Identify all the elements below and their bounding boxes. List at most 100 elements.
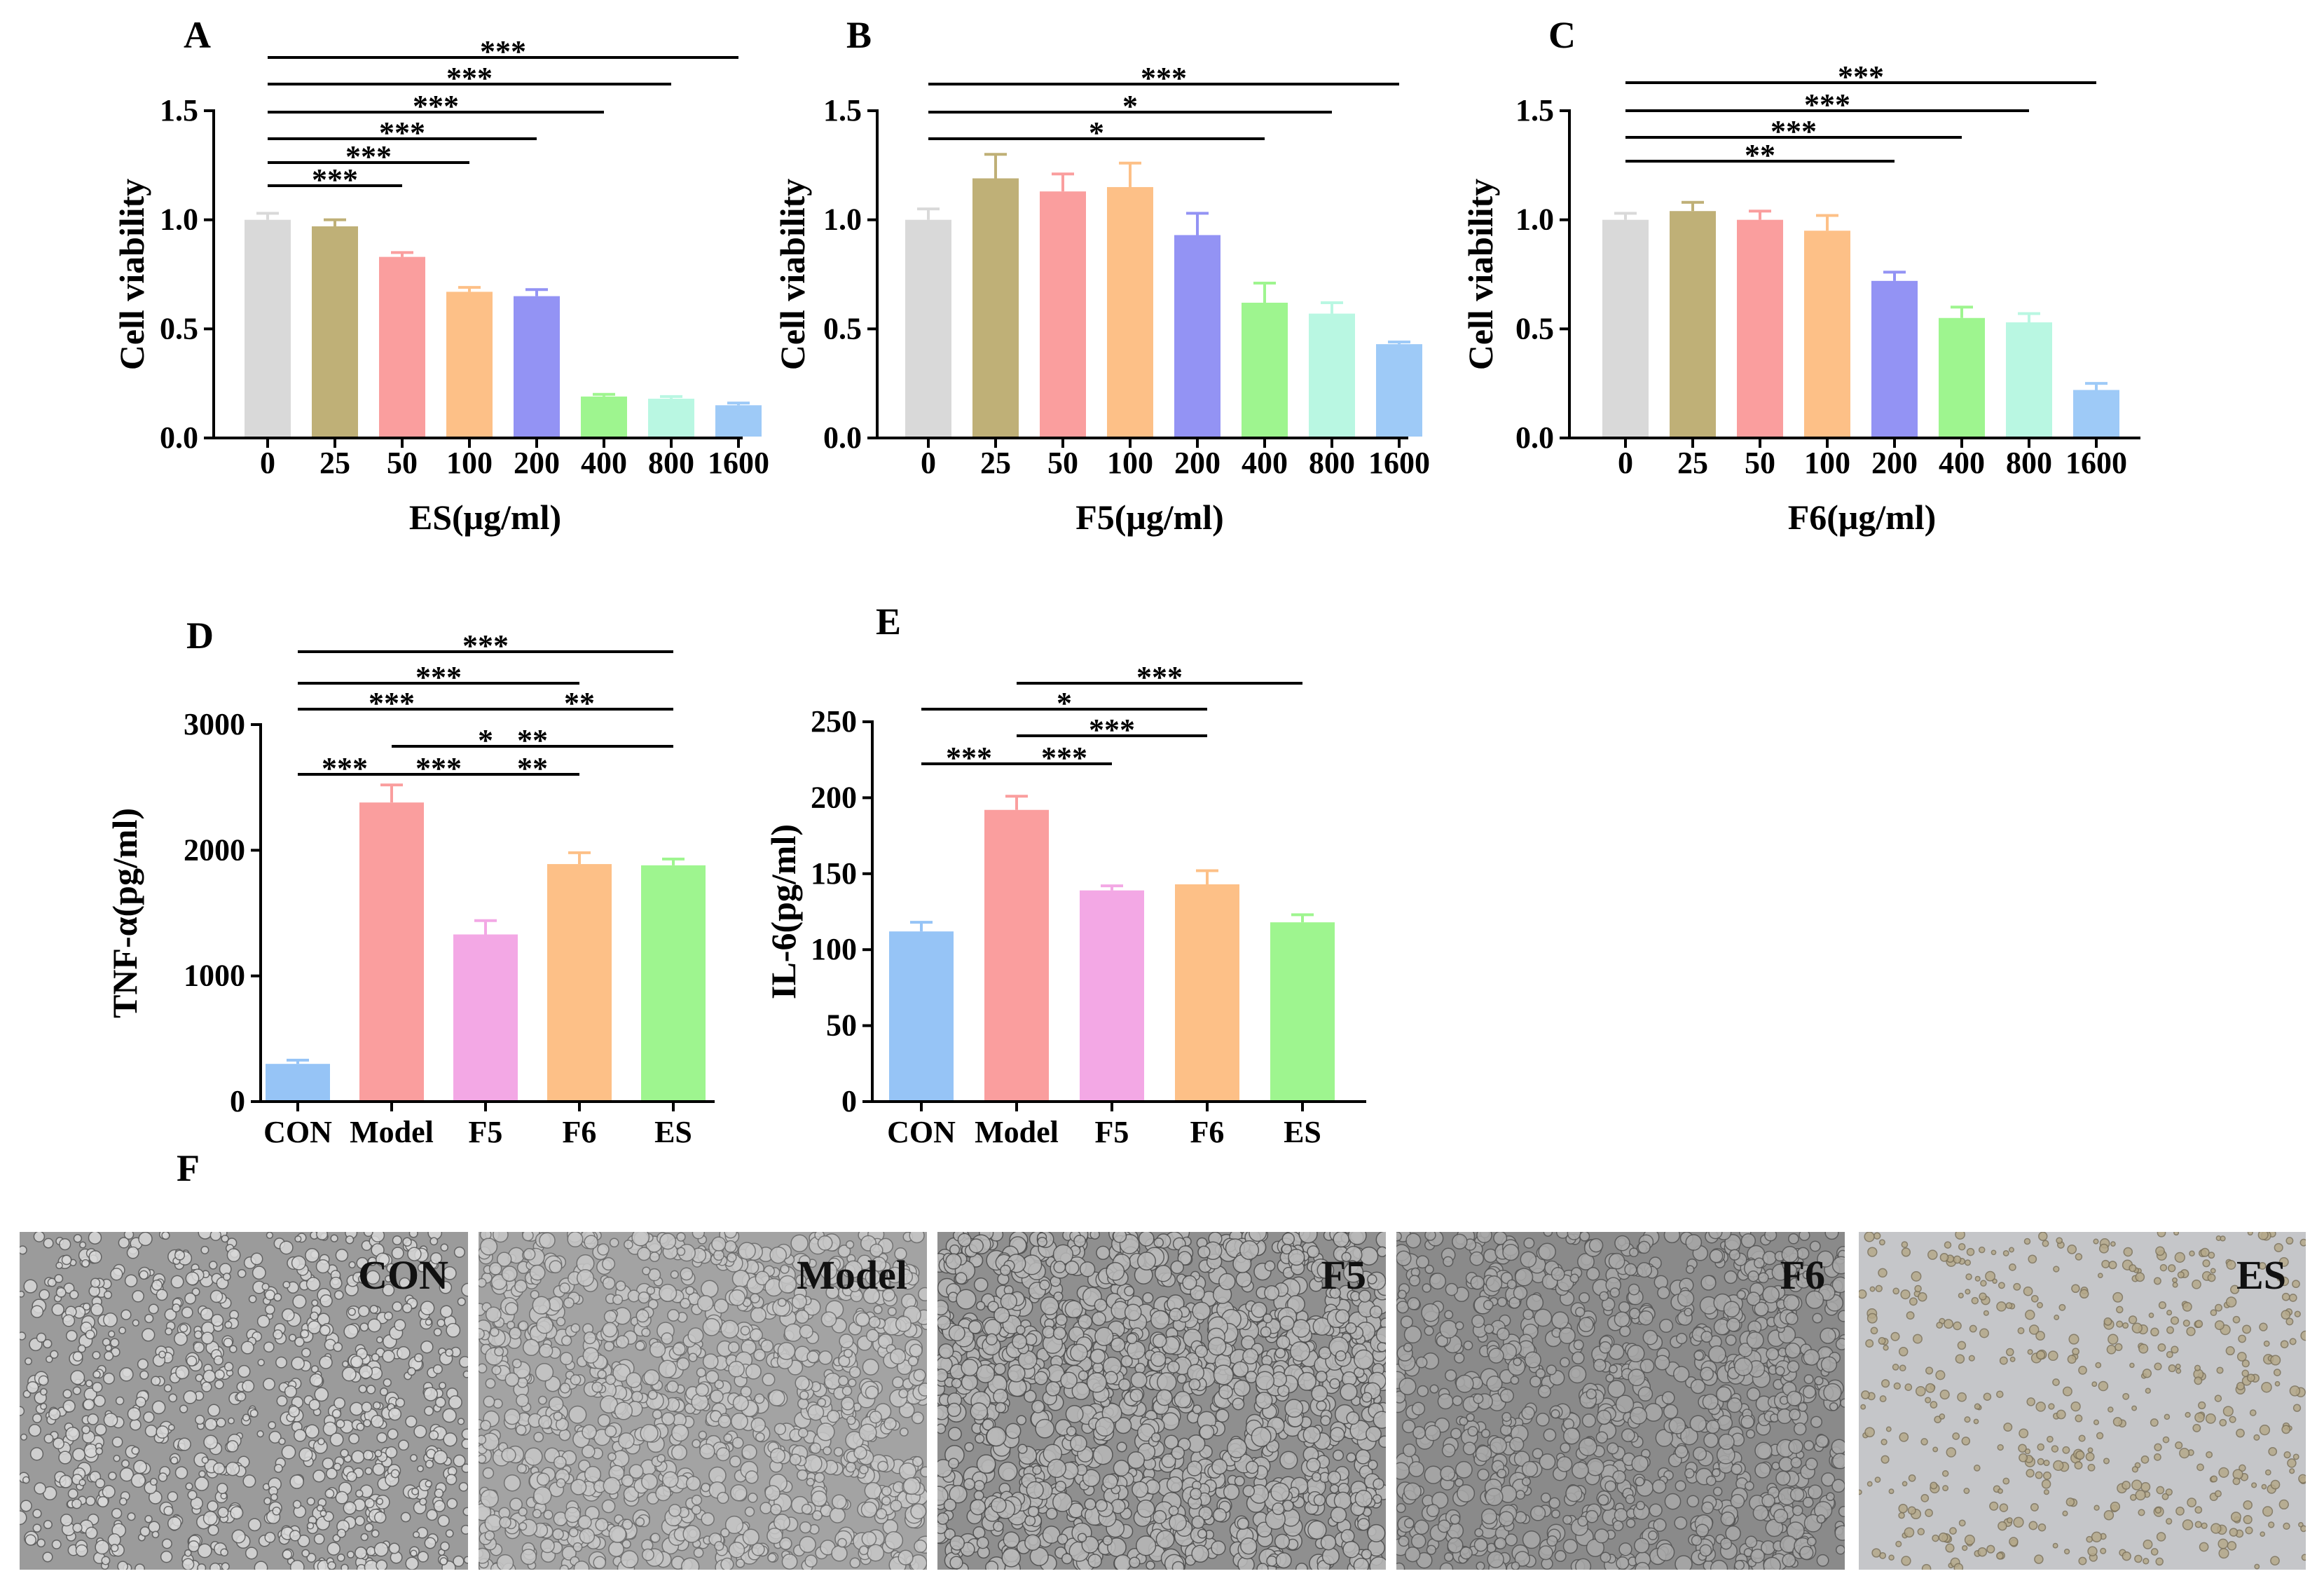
panel-d-bar: [266, 1064, 330, 1100]
panel-d-bar: [641, 865, 706, 1100]
panel-c-x-tick-label: 400: [1939, 446, 1985, 480]
panel-d-bar: [453, 934, 518, 1100]
panel-c-bar: [1737, 219, 1783, 437]
panel-a-y-tick-label: 1.0: [160, 203, 198, 237]
panel-d-label: D: [186, 615, 214, 657]
panel-d-y-tick-label: 2000: [184, 832, 245, 867]
micrograph-cells: [1396, 1232, 1845, 1570]
panel-d-bar: [547, 864, 612, 1100]
panel-b-y-tick-label: 0.0: [823, 420, 862, 455]
panel-b-bar: [972, 178, 1019, 437]
panel-a-y-tick-label: 1.5: [160, 93, 198, 128]
panel-a-x-tick-label: 800: [648, 446, 694, 480]
micrograph-cells: [937, 1232, 1386, 1570]
panel-a-chart: A 0.0 0.5 1.0 1.5 Cell viability 0 25 50 100 200 40…: [112, 14, 769, 537]
panel-d-y-tick-label: 1000: [184, 959, 245, 993]
panel-e-chart: E 0 50 100 150 200 250 IL-6(pg/ml) CON Model F5 F6 E…: [764, 601, 1366, 1149]
micrograph-label: F6: [1780, 1252, 1825, 1298]
panel-a-bar: [715, 405, 762, 437]
panel-e-bar: [984, 809, 1049, 1100]
panel-e-x-tick-label: ES: [1284, 1115, 1321, 1149]
panel-a-y-axis-label: Cell viability: [112, 179, 151, 371]
panel-e-y-tick-label: 0: [841, 1084, 857, 1118]
panel-c-x-tick-label: 0: [1618, 446, 1633, 480]
micrograph-f5: F5: [937, 1232, 1386, 1570]
panel-b-label: B: [846, 14, 872, 56]
panel-b-bar: [1107, 186, 1153, 437]
panel-d-significance-label: ***: [369, 686, 415, 720]
panel-a-significance-label: ***: [345, 139, 392, 174]
panel-d-significance-label: ***: [462, 629, 509, 663]
panel-a-x-tick-label: 1600: [708, 446, 769, 480]
panel-a-significance-label: ***: [446, 61, 493, 95]
panel-c-bar: [1871, 280, 1918, 437]
panel-c-x-axis-label: F6(μg/ml): [1788, 498, 1937, 537]
panel-c-y-tick-label: 0.5: [1515, 311, 1554, 345]
panel-b-bar: [1309, 313, 1355, 437]
panel-b-x-tick-label: 100: [1107, 446, 1153, 480]
panel-e-y-tick-label: 50: [826, 1008, 857, 1043]
panel-a-x-tick-label: 400: [581, 446, 627, 480]
panel-d-chart: D 0 1000 2000 3000 TNF-α(pg/ml) CON Model F5 F6 ES…: [105, 615, 715, 1149]
panel-a-significance-label: ***: [480, 34, 526, 69]
panel-e-significance-label: *: [1057, 686, 1072, 720]
panel-b-x-axis-label: F5(μg/ml): [1075, 498, 1224, 537]
panel-a-y-tick-label: 0.0: [160, 420, 198, 455]
panel-b-significance-label: ***: [1141, 61, 1187, 95]
panel-b-x-tick-label: 0: [921, 446, 936, 480]
panel-e-x-tick-label: F6: [1190, 1115, 1225, 1149]
panel-b-x-tick-label: 200: [1174, 446, 1221, 480]
panel-b-significance-label: *: [1089, 116, 1104, 150]
panel-d-significance-label: *: [478, 723, 493, 758]
panel-d-significance-label: **: [517, 751, 548, 786]
panel-b-y-tick-label: 1.5: [823, 93, 862, 128]
panel-e-y-tick-label: 150: [811, 856, 857, 891]
panel-d-x-tick-label: ES: [654, 1115, 692, 1149]
micrograph-es: ES: [1859, 1232, 2306, 1570]
panel-d-significance-label: **: [564, 686, 595, 720]
panel-e-bar: [1175, 884, 1239, 1100]
panel-b-x-tick-label: 50: [1047, 446, 1078, 480]
panel-a-bar: [581, 396, 627, 437]
micrograph-f6: F6: [1396, 1232, 1845, 1570]
panel-c-x-tick-label: 800: [2006, 446, 2052, 480]
panel-b-y-tick-label: 0.5: [823, 311, 862, 345]
panel-e-bar: [1270, 922, 1335, 1100]
panel-c-bar: [1939, 317, 1985, 437]
panel-e-x-tick-label: F5: [1095, 1115, 1129, 1149]
panel-b-y-tick-label: 1.0: [823, 203, 862, 237]
panel-e-significance-label: ***: [1136, 660, 1183, 694]
panel-c-significance-label: ***: [1838, 60, 1884, 94]
panel-a-bar: [514, 296, 560, 437]
panel-a-x-tick-label: 100: [446, 446, 493, 480]
panel-c-y-tick-label: 0.0: [1515, 420, 1554, 455]
panel-e-significance-label: ***: [946, 741, 992, 775]
micrograph-label: F5: [1321, 1252, 1366, 1298]
panel-b-chart: B 0.0 0.5 1.0 1.5 Cell viability 0 25 50 100 200 40…: [773, 14, 1430, 537]
panel-c-significance-label: ***: [1770, 114, 1817, 149]
micrograph-label: CON: [358, 1252, 448, 1298]
panel-e-y-tick-label: 100: [811, 932, 857, 966]
micrograph-label: ES: [2236, 1252, 2286, 1298]
panel-c-bar: [2006, 322, 2052, 437]
panel-d-x-tick-label: CON: [263, 1115, 332, 1149]
panel-f-label: F: [177, 1147, 200, 1189]
panel-b-x-tick-label: 25: [980, 446, 1011, 480]
panel-b-bar: [1376, 344, 1422, 437]
panel-b-bar: [1242, 302, 1288, 437]
panel-e-bar: [1080, 890, 1144, 1100]
panel-c-bar: [1602, 219, 1649, 437]
panel-c-significance-label: ***: [1804, 88, 1850, 122]
panel-c-y-tick-label: 1.0: [1515, 203, 1554, 237]
micrograph-con: CON: [20, 1232, 468, 1570]
panel-a-bar: [312, 226, 358, 437]
panel-b-bar: [1174, 235, 1221, 437]
panel-d-significance-label: ***: [415, 751, 462, 786]
panel-b-x-tick-label: 400: [1242, 446, 1288, 480]
panel-c-label: C: [1548, 14, 1576, 56]
panel-a-bar: [446, 292, 493, 437]
panel-e-y-tick-label: 250: [811, 704, 857, 739]
panel-c-y-tick-label: 1.5: [1515, 93, 1554, 128]
panel-e-significance-label: ***: [1089, 713, 1135, 747]
